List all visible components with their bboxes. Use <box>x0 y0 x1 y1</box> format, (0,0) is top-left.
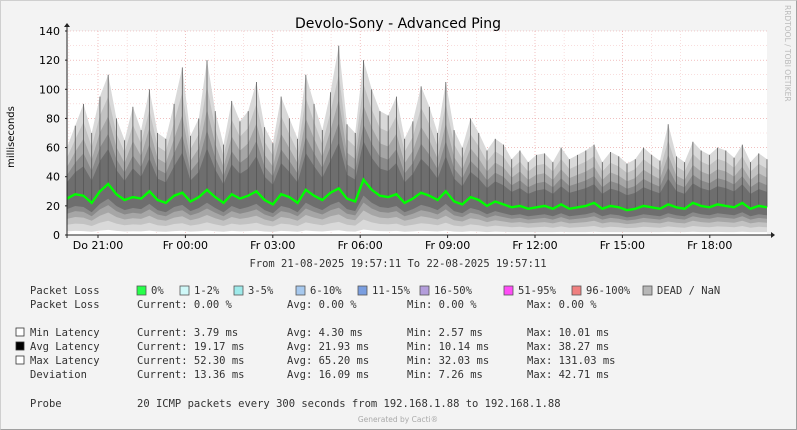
packet-loss-label: Packet Loss <box>30 285 100 297</box>
y-tick-label: 80 <box>46 112 60 125</box>
x-tick-label: Do 21:00 <box>73 239 123 252</box>
generated-by-footer: Generated by Cacti® <box>358 415 438 424</box>
stats-avg: Avg: 4.30 ms <box>287 327 363 339</box>
series-swatch <box>15 327 25 337</box>
y-tick-labels: 0 20 40 60 80 100 120 140 <box>39 25 60 242</box>
loss-item-label: DEAD / NaN <box>657 285 720 297</box>
stats-min: Min: 2.57 ms <box>407 327 483 339</box>
avg-latency-line <box>66 177 768 212</box>
loss-swatch <box>357 285 368 296</box>
time-range-text: From 21-08-2025 19:57:11 To 22-08-2025 1… <box>249 258 546 270</box>
stats-current: Current: 19.17 ms <box>137 341 244 353</box>
y-tick-label: 100 <box>39 83 60 96</box>
stats-min: Min: 0.00 % <box>407 299 477 311</box>
stats-current: Current: 13.36 ms <box>137 369 244 381</box>
stats-max: Max: 38.27 ms <box>527 341 609 353</box>
stats-row-label: Deviation <box>30 369 87 381</box>
x-axis-arrow <box>771 232 775 238</box>
stats-max: Max: 0.00 % <box>527 299 597 311</box>
stats-min: Min: 32.03 ms <box>407 355 489 367</box>
x-tick-label: Fr 09:00 <box>425 239 470 252</box>
series-swatch <box>15 355 25 365</box>
x-tick-label: Fr 12:00 <box>512 239 557 252</box>
y-tick-label: 0 <box>53 229 60 242</box>
y-axis-arrow <box>64 23 70 27</box>
stats-avg: Avg: 65.20 ms <box>287 355 369 367</box>
y-axis-label: milliseconds <box>6 106 17 168</box>
x-tick-label: Fr 15:00 <box>600 239 645 252</box>
stats-max: Max: 131.03 ms <box>527 355 616 367</box>
loss-item-label: 51-95% <box>518 285 557 297</box>
y-tick-label: 40 <box>46 171 60 184</box>
stats-row-label: Min Latency <box>30 327 100 339</box>
loss-item-label: 6-10% <box>310 285 342 297</box>
series-swatch <box>15 341 25 351</box>
loss-item-label: 11-15% <box>372 285 411 297</box>
loss-item-label: 16-50% <box>434 285 473 297</box>
stats-row-label: Max Latency <box>30 355 100 367</box>
rrdtool-watermark: RRDTOOL / TOBI OETIKER <box>783 5 792 102</box>
stats-row-label: Packet Loss <box>30 299 100 311</box>
stats-current: Current: 52.30 ms <box>137 355 244 367</box>
y-tick-label: 140 <box>39 25 60 38</box>
chart-title: Devolo-Sony - Advanced Ping <box>295 16 501 32</box>
stats-current: Current: 3.79 ms <box>137 327 238 339</box>
probe-label: Probe <box>30 398 62 410</box>
loss-swatch <box>571 285 582 296</box>
stats-avg: Avg: 21.93 ms <box>287 341 369 353</box>
loss-swatch <box>136 285 147 296</box>
loss-item-label: 1-2% <box>194 285 220 297</box>
y-tick-label: 120 <box>39 54 60 67</box>
stats-max: Max: 10.01 ms <box>527 327 609 339</box>
stats-min: Min: 10.14 ms <box>407 341 489 353</box>
stats-avg: Avg: 0.00 % <box>287 299 357 311</box>
loss-item-label: 3-5% <box>248 285 274 297</box>
x-tick-label: Fr 03:00 <box>250 239 295 252</box>
legend: Packet Loss 0% 1-2% 3-5% 6-10% 11-15% 16-50% 51… <box>15 285 720 410</box>
loss-swatch <box>295 285 306 296</box>
avg-latency-path <box>66 177 768 212</box>
loss-swatch <box>642 285 653 296</box>
loss-swatch <box>503 285 514 296</box>
loss-item-label: 96-100% <box>586 285 631 297</box>
stats-max: Max: 42.71 ms <box>527 369 609 381</box>
axes <box>64 23 775 238</box>
x-tick-labels: Do 21:00 Fr 00:00 Fr 03:00 Fr 06:00 Fr 09:00… <box>73 239 733 252</box>
stats-current: Current: 0.00 % <box>137 299 233 311</box>
x-tick-label: Fr 18:00 <box>687 239 732 252</box>
x-tick-label: Fr 00:00 <box>163 239 208 252</box>
y-tick-label: 20 <box>46 200 60 213</box>
stats-avg: Avg: 16.09 ms <box>287 369 369 381</box>
y-tick-label: 60 <box>46 142 60 155</box>
stats-row-label: Avg Latency <box>30 341 100 353</box>
x-tick-label: Fr 06:00 <box>338 239 383 252</box>
loss-swatch <box>419 285 430 296</box>
loss-item-label: 0% <box>151 285 164 297</box>
probe-text: 20 ICMP packets every 300 seconds from 1… <box>137 398 561 410</box>
stats-min: Min: 7.26 ms <box>407 369 483 381</box>
loss-swatch <box>233 285 244 296</box>
loss-swatch <box>179 285 190 296</box>
